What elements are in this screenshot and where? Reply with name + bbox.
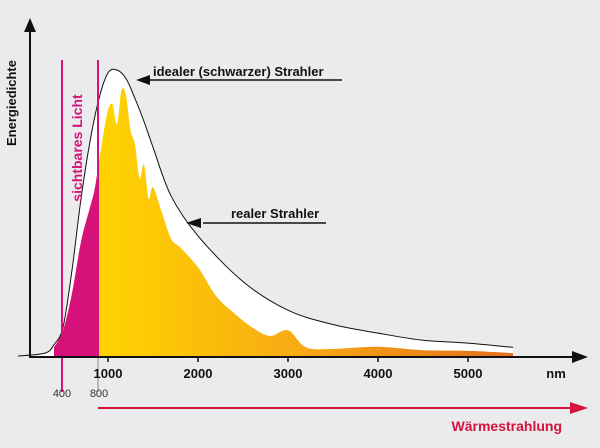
real-radiator-label: realer Strahler: [231, 206, 319, 221]
y-axis-arrowhead: [24, 18, 36, 32]
real-radiator-infrared-area: [98, 87, 513, 356]
thermal-radiation-arrowhead: [570, 402, 588, 414]
x-tick-label-3000: 3000: [274, 366, 303, 381]
ideal-radiator-label: idealer (schwarzer) Strahler: [153, 64, 324, 79]
y-axis-label: Energiedichte: [4, 60, 19, 146]
visible-end-value: 800: [90, 388, 108, 400]
x-tick-label-5000: 5000: [454, 366, 483, 381]
ideal-radiator-curve: [17, 68, 514, 357]
real-pointer-arrowhead: [186, 218, 201, 228]
x-axis-arrowhead: [572, 351, 588, 363]
x-axis-ticks: 1000 2000 3000 4000 5000: [94, 356, 483, 381]
ideal-pointer-arrowhead: [136, 75, 150, 85]
x-tick-label-1000: 1000: [94, 366, 123, 381]
visible-start-value: 400: [53, 388, 71, 400]
x-tick-label-4000: 4000: [364, 366, 393, 381]
real-radiator-visible-area: [54, 168, 98, 356]
thermal-radiation-label: Wärmestrahlung: [452, 418, 562, 434]
x-axis-unit: nm: [546, 366, 566, 381]
x-tick-label-2000: 2000: [184, 366, 213, 381]
visible-light-label: sichtbares Licht: [69, 94, 85, 202]
